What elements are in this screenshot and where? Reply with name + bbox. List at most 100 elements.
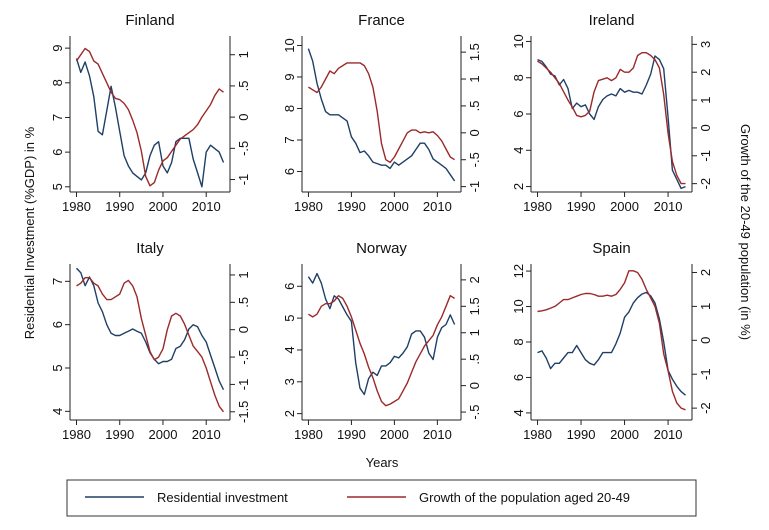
left-tick-label: 12 xyxy=(511,264,526,278)
right-tick-label: -1 xyxy=(467,181,482,193)
right-tick-label: -.5 xyxy=(236,141,251,156)
x-tick-label: 2010 xyxy=(192,427,221,442)
series-line-population xyxy=(308,62,455,164)
right-tick-label: -.5 xyxy=(236,349,251,364)
right-tick-label: 2 xyxy=(467,276,482,283)
panel-italy: Italy 4 5 6 7 -1.5 -1 -.5 0 .5 1 1980 1990 2000 2010 xyxy=(50,240,251,442)
right-tick-label: -.5 xyxy=(467,152,482,167)
right-tick-label: -1 xyxy=(236,379,251,391)
left-tick-label: 8 xyxy=(511,74,526,81)
panel-title: France xyxy=(358,12,405,29)
panel-title: Italy xyxy=(136,240,164,257)
left-tick-label: 5 xyxy=(50,364,65,371)
left-tick-label: 3 xyxy=(282,378,297,385)
left-tick-label: 9 xyxy=(50,45,65,52)
legend: Residential investment Growth of the pop… xyxy=(66,479,697,517)
series-line-population xyxy=(537,270,686,411)
left-tick-label: 4 xyxy=(511,409,526,416)
right-tick-label: 0 xyxy=(236,114,251,121)
left-tick-label: 5 xyxy=(282,315,297,322)
panel-finland: Finland 5 6 7 8 9 -1 -.5 0 .5 1 1980 1990 2000 2010 xyxy=(50,12,251,214)
x-tick-label: 2000 xyxy=(380,427,409,442)
left-tick-label: 4 xyxy=(282,346,297,353)
x-tick-label: 2000 xyxy=(380,199,409,214)
right-tick-label: -1.5 xyxy=(236,401,251,423)
right-tick-label: -1 xyxy=(236,174,251,186)
series-line-investment xyxy=(307,272,456,396)
left-tick-label: 7 xyxy=(50,278,65,285)
left-tick-label: 10 xyxy=(511,299,526,313)
right-tick-label: 0 xyxy=(698,124,713,131)
right-tick-label: 0 xyxy=(236,326,251,333)
x-tick-label: 1980 xyxy=(62,427,91,442)
right-tick-label: 1 xyxy=(467,75,482,82)
panel-title: Norway xyxy=(356,240,407,257)
right-tick-label: .5 xyxy=(467,101,482,112)
right-tick-label: 0 xyxy=(467,382,482,389)
left-tick-label: 8 xyxy=(511,338,526,345)
right-tick-label: -2 xyxy=(698,178,713,190)
panel-title: Spain xyxy=(592,240,630,257)
left-tick-label: 2 xyxy=(511,183,526,190)
series-line-population xyxy=(308,295,455,407)
left-tick-label: 10 xyxy=(511,34,526,48)
right-tick-label: 1 xyxy=(698,303,713,310)
right-tick-label: 2 xyxy=(698,69,713,76)
x-axis-label: Years xyxy=(366,455,399,470)
right-tick-label: 1.5 xyxy=(467,297,482,315)
legend-label-investment: Residential investment xyxy=(157,490,288,505)
series-line-investment xyxy=(307,48,456,182)
series-line-population xyxy=(537,52,686,185)
left-tick-label: 6 xyxy=(50,149,65,156)
x-tick-label: 1990 xyxy=(337,199,366,214)
right-tick-label: 0 xyxy=(698,337,713,344)
right-tick-label: .5 xyxy=(236,297,251,308)
left-tick-label: 5 xyxy=(50,183,65,190)
right-tick-label: .5 xyxy=(467,354,482,365)
y-axis-label-left: Residential Investment (%GDP) in % xyxy=(22,126,37,339)
x-tick-label: 2000 xyxy=(610,199,639,214)
left-tick-label: 4 xyxy=(511,147,526,154)
x-tick-label: 2010 xyxy=(192,199,221,214)
series-line-investment xyxy=(537,291,686,396)
series-line-population xyxy=(76,277,225,413)
panel-ireland: Ireland 2 4 6 8 10 -2 -1 0 1 2 3 1980 1990 2000 2010 xyxy=(511,12,713,214)
left-tick-label: 8 xyxy=(50,79,65,86)
legend-label-population: Growth of the population aged 20-49 xyxy=(419,490,630,505)
right-tick-label: 2 xyxy=(698,269,713,276)
panel-france: France 6 7 8 9 10 -1 -.5 0 .5 1 1.5 1980 1990 2000 2010 xyxy=(282,12,482,214)
left-tick-label: 6 xyxy=(511,110,526,117)
series-line-investment xyxy=(75,58,225,188)
left-tick-label: 4 xyxy=(50,408,65,415)
right-tick-label: -2 xyxy=(698,402,713,414)
x-tick-label: 1980 xyxy=(523,199,552,214)
x-tick-label: 2000 xyxy=(149,199,178,214)
x-tick-label: 1980 xyxy=(523,427,552,442)
x-tick-label: 2010 xyxy=(423,427,452,442)
left-tick-label: 6 xyxy=(50,321,65,328)
left-tick-label: 9 xyxy=(282,73,297,80)
panel-title: Finland xyxy=(125,12,174,29)
right-tick-label: 1.5 xyxy=(467,43,482,61)
y-axis-label-right: Growth of the 20-49 population (in %) xyxy=(738,124,753,340)
right-tick-label: -.5 xyxy=(467,404,482,419)
right-tick-label: 1 xyxy=(236,51,251,58)
legend-box xyxy=(66,479,697,517)
series-line-investment xyxy=(537,55,686,190)
x-tick-label: 2000 xyxy=(149,427,178,442)
x-tick-label: 1980 xyxy=(62,199,91,214)
right-tick-label: -1 xyxy=(698,368,713,380)
right-tick-label: 1 xyxy=(236,271,251,278)
left-tick-label: 6 xyxy=(282,168,297,175)
x-tick-label: 2010 xyxy=(654,199,683,214)
left-tick-label: 7 xyxy=(282,136,297,143)
series-line-population xyxy=(75,47,224,187)
x-tick-label: 1990 xyxy=(105,427,134,442)
x-tick-label: 2000 xyxy=(610,427,639,442)
left-tick-label: 2 xyxy=(282,410,297,417)
left-tick-label: 7 xyxy=(50,114,65,121)
left-tick-label: 6 xyxy=(511,374,526,381)
x-tick-label: 2010 xyxy=(654,427,683,442)
